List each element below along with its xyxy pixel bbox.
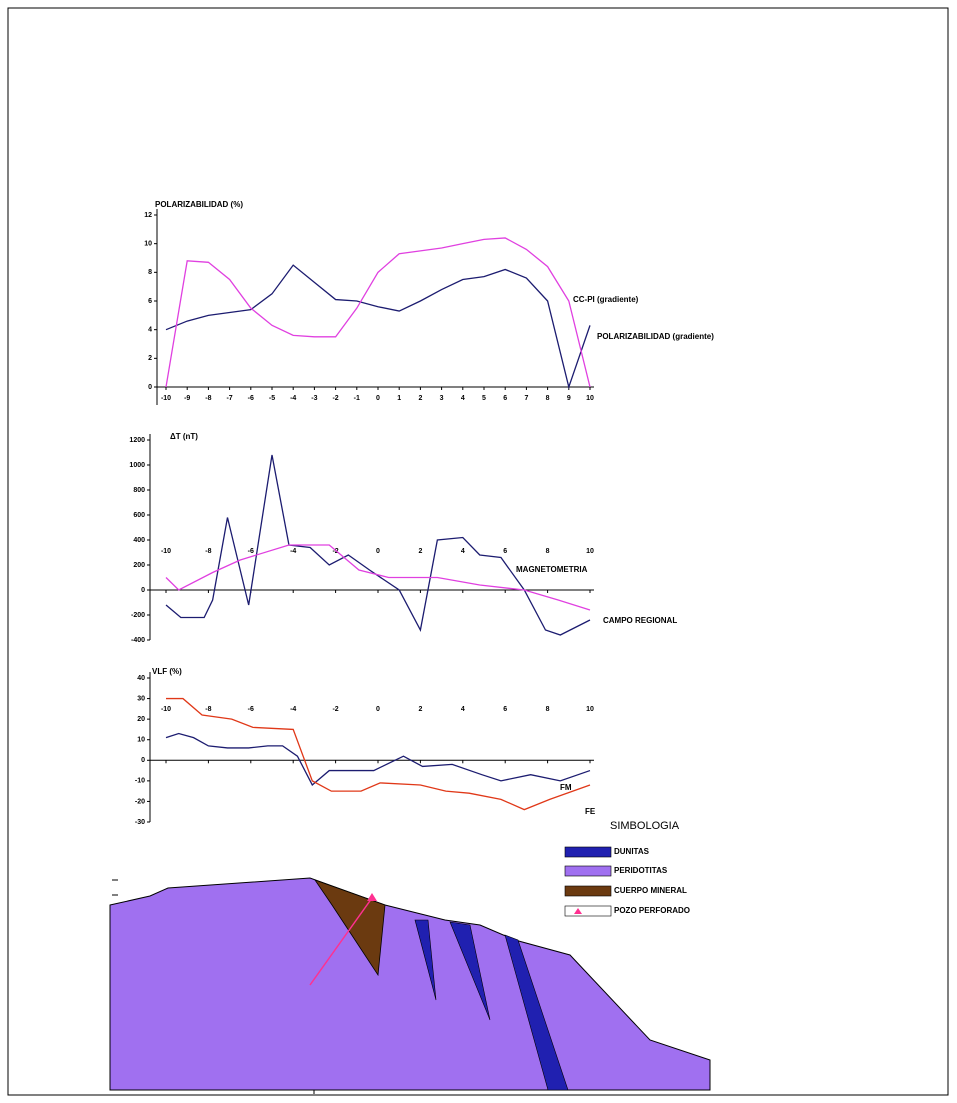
y-tick-label: 0 — [141, 587, 145, 594]
x-tick-label: 4 — [461, 395, 465, 402]
x-tick-label: 10 — [586, 706, 594, 713]
axis-title: POLARIZABILIDAD (%) — [155, 200, 243, 209]
y-tick-label: 4 — [148, 327, 152, 334]
x-tick-label: -6 — [248, 706, 254, 713]
legend-label: DUNITAS — [614, 847, 650, 856]
x-tick-label: 10 — [586, 548, 594, 555]
y-tick-label: -20 — [135, 798, 145, 805]
x-tick-label: -10 — [161, 706, 171, 713]
legend-label: PERIDOTITAS — [614, 866, 668, 875]
x-tick-label: 3 — [440, 395, 444, 402]
x-tick-label: 8 — [546, 548, 550, 555]
x-tick-label: 2 — [418, 548, 422, 555]
series-label: MAGNETOMETRIA — [516, 565, 588, 574]
y-tick-label: 800 — [133, 487, 145, 494]
y-tick-label: 200 — [133, 562, 145, 569]
x-tick-label: 1 — [397, 395, 401, 402]
axis-title: VLF (%) — [152, 667, 182, 676]
page: SIMBOLOGIA DUNITAS PERIDOTITAS CUERPO MI… — [0, 0, 957, 1103]
y-tick-label: 20 — [137, 716, 145, 723]
series-label: CC-PI (gradiente) — [573, 295, 639, 304]
section-legend: SIMBOLOGIA DUNITAS PERIDOTITAS CUERPO MI… — [565, 820, 690, 916]
y-tick-label: 1200 — [129, 437, 145, 444]
x-tick-label: 8 — [546, 706, 550, 713]
x-tick-label: -2 — [332, 706, 338, 713]
x-tick-label: -4 — [290, 395, 296, 402]
axis-title: ΔT (nT) — [170, 432, 198, 441]
y-tick-label: 10 — [137, 737, 145, 744]
y-tick-label: 2 — [148, 355, 152, 362]
y-tick-label: 600 — [133, 512, 145, 519]
series-line — [166, 265, 590, 387]
y-tick-label: 0 — [141, 757, 145, 764]
series-label: POLARIZABILIDAD (gradiente) — [597, 332, 714, 341]
y-tick-label: 0 — [148, 384, 152, 391]
x-tick-label: 2 — [418, 706, 422, 713]
x-tick-label: -6 — [248, 395, 254, 402]
x-tick-label: 0 — [376, 706, 380, 713]
x-tick-label: -4 — [290, 548, 296, 555]
y-tick-label: -400 — [131, 637, 145, 644]
x-tick-label: -10 — [161, 548, 171, 555]
x-tick-label: 8 — [546, 395, 550, 402]
legend-swatch — [565, 847, 611, 857]
x-tick-label: -2 — [332, 395, 338, 402]
x-tick-label: 7 — [524, 395, 528, 402]
x-tick-label: 2 — [418, 395, 422, 402]
y-tick-label: 6 — [148, 298, 152, 305]
x-tick-label: -9 — [184, 395, 190, 402]
x-tick-label: -5 — [269, 395, 275, 402]
y-tick-label: 12 — [144, 212, 152, 219]
x-tick-label: 5 — [482, 395, 486, 402]
y-tick-label: 10 — [144, 241, 152, 248]
x-tick-label: 6 — [503, 548, 507, 555]
x-tick-label: -6 — [248, 548, 254, 555]
legend-swatch — [565, 866, 611, 876]
series-label: FM — [560, 783, 572, 792]
y-tick-label: 1000 — [129, 462, 145, 469]
y-tick-label: -10 — [135, 778, 145, 785]
y-tick-label: 400 — [133, 537, 145, 544]
y-tick-label: -30 — [135, 819, 145, 826]
x-tick-label: -3 — [311, 395, 317, 402]
legend-swatch — [565, 886, 611, 896]
series-line — [166, 734, 590, 785]
x-tick-label: 6 — [503, 395, 507, 402]
x-tick-label: 6 — [503, 706, 507, 713]
x-tick-label: -7 — [226, 395, 232, 402]
x-tick-label: 9 — [567, 395, 571, 402]
x-tick-label: 4 — [461, 548, 465, 555]
series-line — [166, 699, 590, 810]
y-tick-label: 40 — [137, 675, 145, 682]
legend-label: POZO PERFORADO — [614, 906, 690, 915]
y-tick-label: 30 — [137, 695, 145, 702]
series-label: FE — [585, 807, 596, 816]
y-tick-label: -200 — [131, 612, 145, 619]
x-tick-label: 0 — [376, 548, 380, 555]
x-tick-label: 0 — [376, 395, 380, 402]
legend-swatch — [565, 906, 611, 916]
x-tick-label: 10 — [586, 395, 594, 402]
legend-label: CUERPO MINERAL — [614, 886, 687, 895]
legend-title: SIMBOLOGIA — [610, 820, 680, 832]
x-tick-label: 4 — [461, 706, 465, 713]
x-tick-label: -8 — [205, 706, 211, 713]
x-tick-label: -8 — [205, 395, 211, 402]
x-tick-label: -4 — [290, 706, 296, 713]
series-label: CAMPO REGIONAL — [603, 616, 677, 625]
x-tick-label: -1 — [354, 395, 360, 402]
series-line — [166, 455, 590, 635]
x-tick-label: -10 — [161, 395, 171, 402]
drill-marker — [367, 893, 377, 901]
x-tick-label: -8 — [205, 548, 211, 555]
y-tick-label: 8 — [148, 269, 152, 276]
